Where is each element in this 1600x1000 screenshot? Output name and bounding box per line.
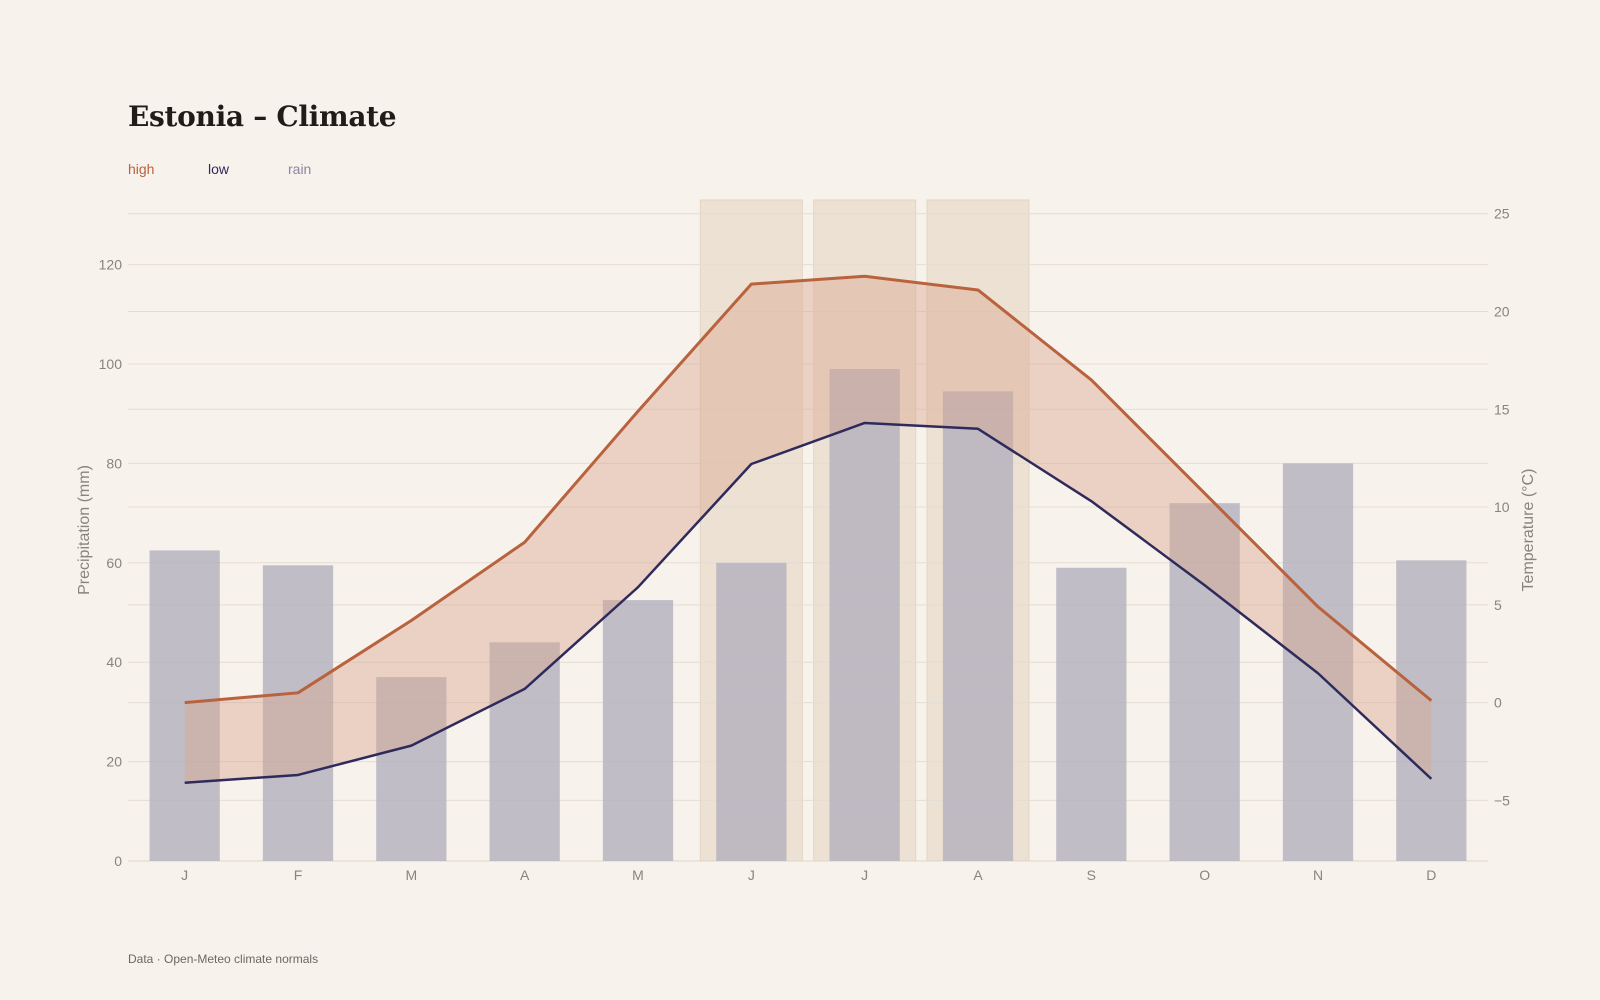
x-axis-label-2: M <box>405 867 417 883</box>
right-axis-tick-20: 20 <box>1494 303 1510 319</box>
x-axis-label-4: M <box>632 867 644 883</box>
x-axis-label-7: A <box>973 867 983 883</box>
right-axis-tick-0: 0 <box>1494 695 1502 711</box>
left-axis-tick-20: 20 <box>106 754 122 770</box>
left-axis-tick-120: 120 <box>99 257 123 273</box>
rain-bar-10 <box>1282 463 1354 861</box>
x-axis-label-9: O <box>1199 867 1210 883</box>
x-axis-label-8: S <box>1087 867 1096 883</box>
right-axis-tick-25: 25 <box>1494 206 1510 222</box>
legend-item-low: low <box>208 161 230 177</box>
axes-group: 0 20 40 60 80 100 120 −5 0 5 10 15 20 25 J F M A M J J A S O N D P… <box>76 206 1537 883</box>
left-axis-tick-0: 0 <box>114 853 122 869</box>
x-axis-label-6: J <box>861 867 868 883</box>
rain-bar-2 <box>376 677 447 861</box>
rain-bar-3 <box>489 642 560 861</box>
high-temperature-line <box>184 274 1433 705</box>
right-axis-tick--5: −5 <box>1494 792 1510 808</box>
x-axis-label-10: N <box>1313 867 1323 883</box>
rain-bar-8 <box>1056 567 1127 861</box>
rain-bar-1 <box>262 565 334 861</box>
temperature-band <box>184 276 1432 783</box>
right-axis-tick-5: 5 <box>1494 597 1502 613</box>
left-axis-title: Precipitation (mm) <box>76 465 93 595</box>
left-axis-tick-40: 40 <box>106 654 122 670</box>
left-axis-tick-100: 100 <box>99 356 123 372</box>
rain-bar-5 <box>716 562 787 861</box>
rain-bar-9 <box>1169 503 1240 861</box>
rain-bar-6 <box>829 368 900 861</box>
grid-group <box>128 213 1488 862</box>
rain-bar-4 <box>602 600 674 861</box>
legend-item-high: high <box>128 161 155 177</box>
right-axis-tick-10: 10 <box>1494 499 1510 515</box>
rain-bar-7 <box>942 391 1014 861</box>
right-axis-tick-15: 15 <box>1494 401 1510 417</box>
x-axis-label-11: D <box>1426 867 1436 883</box>
x-axis-label-1: F <box>294 867 303 883</box>
rain-bars-group <box>149 368 1467 861</box>
x-axis-label-5: J <box>748 867 755 883</box>
rain-bar-11 <box>1396 560 1467 861</box>
x-axis-label-3: A <box>520 867 530 883</box>
temperature-lines-group <box>184 274 1433 785</box>
data-source: Data · Open-Meteo climate normals <box>128 952 319 966</box>
legend-item-rain: rain <box>288 161 312 177</box>
rain-bar-0 <box>149 550 220 861</box>
temperature-band-group <box>184 276 1432 783</box>
right-axis-title: Temperature (°C) <box>1520 469 1537 592</box>
chart-title: Estonia – Climate <box>128 100 397 133</box>
low-temperature-line <box>184 421 1433 785</box>
x-axis-label-0: J <box>181 867 188 883</box>
left-axis-tick-80: 80 <box>106 455 122 471</box>
left-axis-tick-60: 60 <box>106 555 122 571</box>
